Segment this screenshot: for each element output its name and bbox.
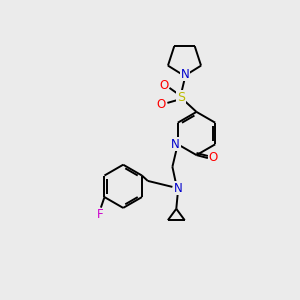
Text: N: N	[171, 138, 180, 151]
Text: N: N	[181, 68, 190, 81]
Text: O: O	[209, 151, 218, 164]
Text: S: S	[177, 91, 185, 104]
Text: N: N	[174, 182, 183, 195]
Text: F: F	[96, 208, 103, 221]
Text: O: O	[160, 79, 169, 92]
Text: O: O	[156, 98, 165, 111]
